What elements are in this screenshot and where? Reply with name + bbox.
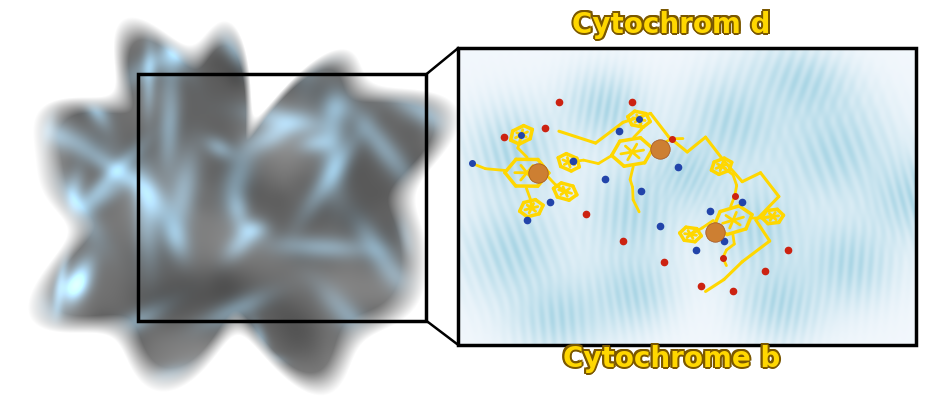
Text: Cytochrom d: Cytochrom d <box>570 9 769 37</box>
Bar <box>458 48 916 345</box>
Text: Cytochrome b: Cytochrome b <box>564 343 782 371</box>
Text: Cytochrom d: Cytochrom d <box>572 9 770 37</box>
Text: Cytochrom d: Cytochrom d <box>574 12 772 41</box>
Text: Cytochrome b: Cytochrome b <box>563 343 780 371</box>
Text: Cytochrome b: Cytochrome b <box>561 345 778 373</box>
Bar <box>138 74 426 321</box>
Text: Cytochrome b: Cytochrome b <box>565 345 782 373</box>
Text: Cytochrom d: Cytochrom d <box>570 12 769 41</box>
Text: Cytochrome b: Cytochrome b <box>563 347 780 375</box>
Text: Cytochrom d: Cytochrom d <box>572 13 770 41</box>
Text: Cytochrom d: Cytochrom d <box>574 11 772 39</box>
Text: Cytochrom d: Cytochrom d <box>572 11 770 39</box>
Text: Cytochrome b: Cytochrome b <box>564 346 782 375</box>
Text: Cytochrome b: Cytochrome b <box>561 346 779 375</box>
Text: Cytochrome b: Cytochrome b <box>561 343 779 371</box>
Text: Cytochrome b: Cytochrome b <box>563 345 780 373</box>
Text: Cytochrom d: Cytochrom d <box>570 11 769 39</box>
Text: Cytochrom d: Cytochrom d <box>574 9 772 37</box>
